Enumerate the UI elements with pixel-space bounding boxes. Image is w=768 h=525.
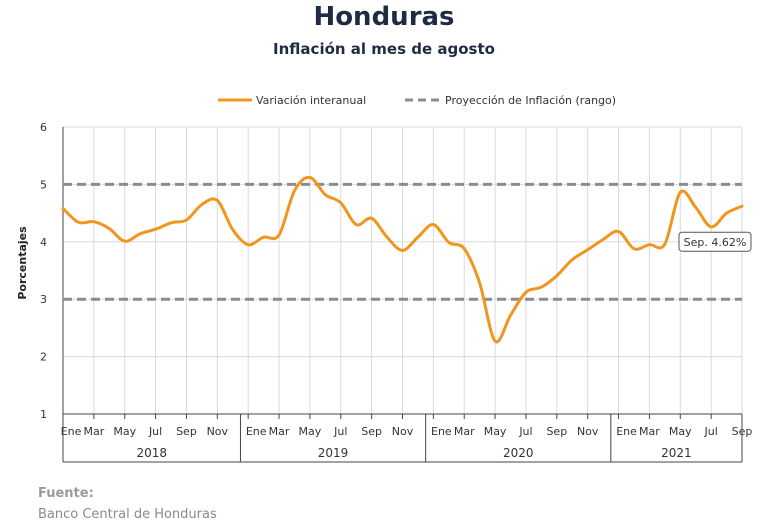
x-tick-label: May <box>113 425 136 438</box>
x-tick-label: Mar <box>269 425 290 438</box>
year-label: 2018 <box>136 446 167 460</box>
x-tick-label: Mar <box>639 425 660 438</box>
year-label: 2021 <box>661 446 692 460</box>
x-tick-label: Sep <box>546 425 567 438</box>
y-axis-label: Porcentajes <box>16 226 29 300</box>
x-tick-label: Jul <box>333 425 347 438</box>
y-tick-label: 2 <box>40 351 47 364</box>
y-tick-label: 1 <box>40 408 47 421</box>
projection-range-lines <box>63 182 742 301</box>
x-tick-label: Jul <box>703 425 717 438</box>
chart-title: Honduras <box>313 2 455 32</box>
x-tick-label: Jul <box>518 425 532 438</box>
x-tick-label: Jul <box>148 425 162 438</box>
year-label: 2020 <box>503 446 534 460</box>
x-tick-label: Nov <box>577 425 599 438</box>
source-name: Banco Central de Honduras <box>38 507 217 522</box>
x-tick-label: Ene <box>431 425 452 438</box>
y-tick-label: 3 <box>40 293 47 306</box>
x-axis-ticks: Ene Mar May Jul Sep Nov Ene Mar May Jul Sep Nov Ene M… <box>61 413 752 438</box>
source-label: Fuente: <box>38 486 94 501</box>
x-tick-label: Nov <box>207 425 229 438</box>
x-tick-label: May <box>299 425 322 438</box>
grid <box>62 126 743 415</box>
year-label: 2019 <box>318 446 349 460</box>
y-tick-label: 6 <box>40 121 47 134</box>
annotation: Sep. 4.62% <box>678 231 752 252</box>
year-axis: 2018 2019 2020 2021 <box>62 414 743 463</box>
x-tick-label: Ene <box>61 425 82 438</box>
y-tick-label: 4 <box>40 236 47 249</box>
annotation-box <box>678 231 752 252</box>
y-tick-label: 5 <box>40 178 47 191</box>
x-tick-label: May <box>669 425 692 438</box>
legend: Variación interanual Proyección de Infla… <box>218 94 616 107</box>
x-tick-label: Mar <box>83 425 104 438</box>
x-tick-label: Sep <box>176 425 197 438</box>
x-tick-label: Ene <box>616 425 637 438</box>
x-tick-label: Sep <box>361 425 382 438</box>
x-tick-label: May <box>484 425 507 438</box>
legend-label-range: Proyección de Inflación (rango) <box>445 94 616 107</box>
series-line-variacion <box>61 175 744 344</box>
chart-subtitle: Inflación al mes de agosto <box>273 40 495 58</box>
x-tick-label: Nov <box>392 425 414 438</box>
x-tick-label: Mar <box>454 425 475 438</box>
y-axis-ticks: 1 2 3 4 5 6 <box>40 121 47 421</box>
annotation-label: Sep. 4.62% <box>684 236 747 249</box>
legend-label-series: Variación interanual <box>256 94 366 107</box>
x-tick-label: Ene <box>246 425 267 438</box>
